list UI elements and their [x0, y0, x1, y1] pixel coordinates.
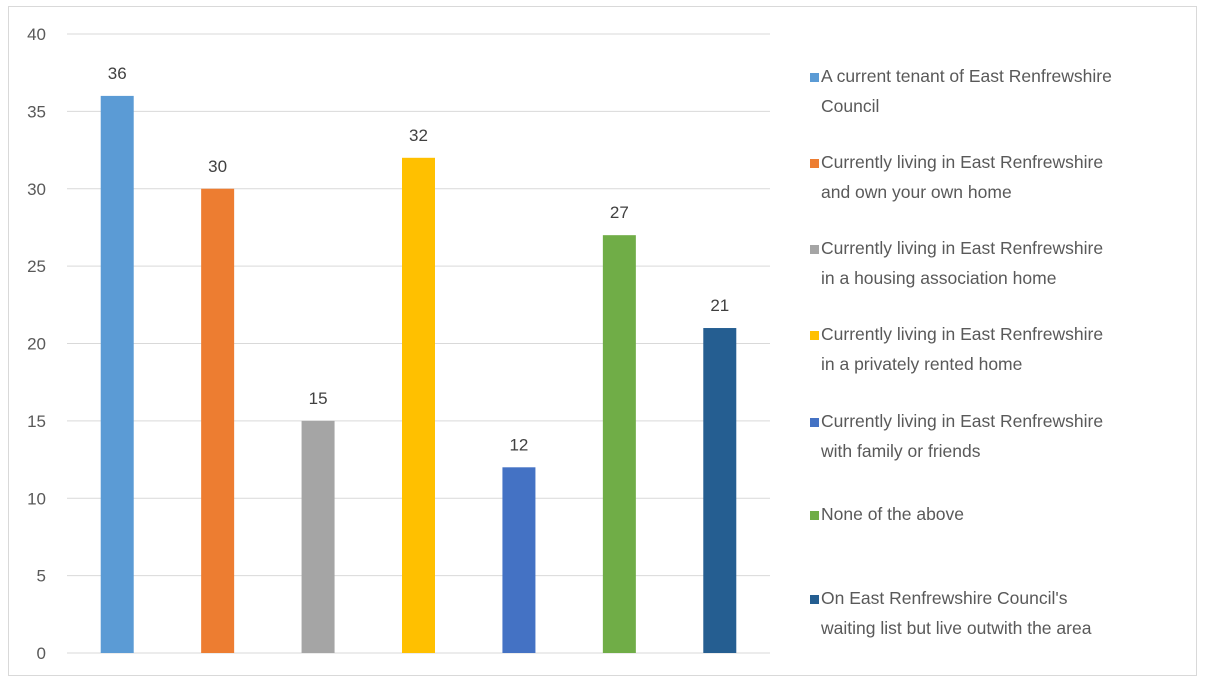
legend-label: Currently living in East Renfrewshire wi… [821, 411, 1104, 461]
data-label: 15 [309, 389, 328, 408]
legend-swatch [810, 245, 819, 254]
legend-item: A current tenant of East Renfrewshire Co… [810, 64, 1112, 121]
legend-item: None of the above [810, 502, 964, 529]
data-label: 36 [108, 64, 127, 83]
data-label: 27 [610, 203, 629, 222]
bar [201, 188, 235, 653]
bar [703, 328, 737, 653]
data-label: 21 [710, 296, 729, 315]
y-tick-label: 25 [27, 257, 46, 276]
legend-item: Currently living in East Renfrewshire in… [810, 322, 1103, 379]
bar [100, 95, 134, 653]
legend-swatch [810, 159, 819, 168]
y-tick-label: 0 [37, 644, 46, 663]
chart-legend: A current tenant of East Renfrewshire Co… [810, 0, 1190, 680]
legend-swatch [810, 418, 819, 427]
bar [402, 157, 435, 654]
legend-swatch [810, 595, 819, 604]
legend-label: None of the above [821, 504, 965, 524]
legend-swatch [810, 73, 819, 82]
legend-item: Currently living in East Renfrewshire in… [810, 236, 1103, 293]
y-tick-label: 30 [27, 180, 46, 199]
bar [602, 235, 636, 654]
y-tick-label: 15 [27, 412, 46, 431]
bar [502, 467, 536, 653]
legend-label: On East Renfrewshire Council's waiting l… [821, 588, 1092, 638]
legend-item: Currently living in East Renfrewshire an… [810, 150, 1103, 207]
legend-swatch [810, 511, 819, 520]
y-tick-label: 10 [27, 489, 46, 508]
legend-item: Currently living in East Renfrewshire wi… [810, 409, 1103, 466]
legend-label: Currently living in East Renfrewshire an… [821, 152, 1104, 202]
legend-item: On East Renfrewshire Council's waiting l… [810, 586, 1091, 643]
data-label: 30 [208, 157, 227, 176]
bar [301, 420, 335, 653]
y-tick-label: 35 [27, 102, 46, 121]
y-tick-label: 40 [27, 25, 46, 44]
data-label: 32 [409, 126, 428, 145]
legend-label: Currently living in East Renfrewshire in… [821, 238, 1104, 288]
data-label: 12 [509, 435, 528, 454]
y-tick-label: 20 [27, 335, 46, 354]
y-tick-label: 5 [37, 567, 46, 586]
legend-swatch [810, 331, 819, 340]
legend-label: Currently living in East Renfrewshire in… [821, 324, 1104, 374]
legend-label: A current tenant of East Renfrewshire Co… [821, 66, 1112, 116]
